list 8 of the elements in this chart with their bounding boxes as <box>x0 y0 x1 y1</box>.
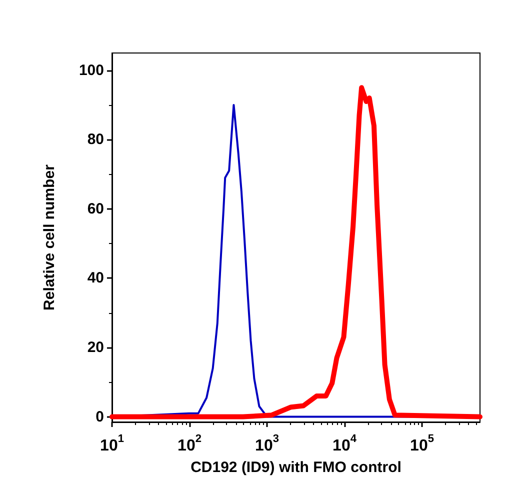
y-axis-title: Relative cell number <box>41 164 58 310</box>
y-tick-label: 40 <box>87 270 104 287</box>
y-tick-label: 0 <box>96 408 104 426</box>
y-tick-label: 100 <box>78 62 104 79</box>
y-tick-label: 20 <box>87 339 104 356</box>
x-axis-title: CD192 (ID9) with FMO control <box>190 459 402 476</box>
y-tick-label: 80 <box>87 131 104 148</box>
y-tick-label: 60 <box>87 200 104 218</box>
